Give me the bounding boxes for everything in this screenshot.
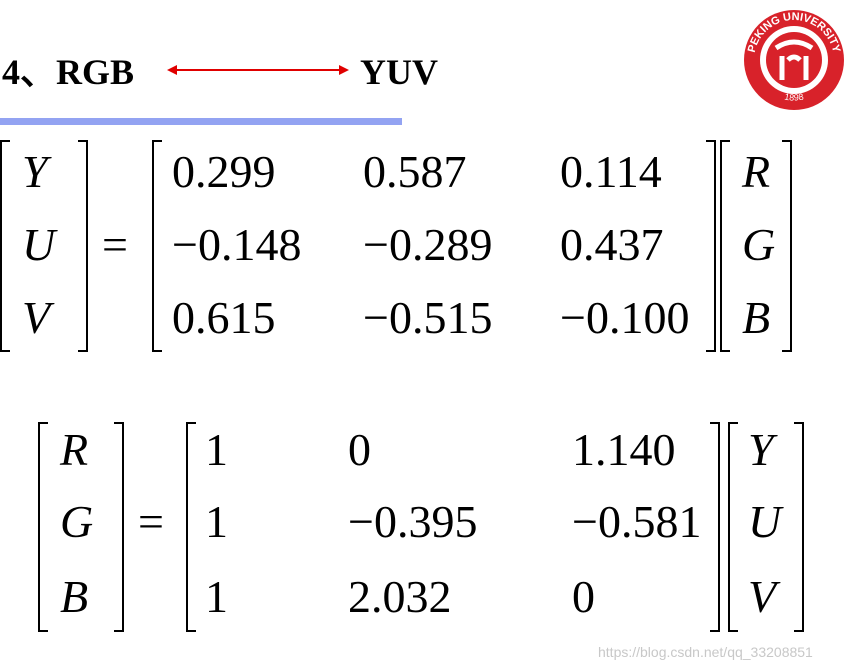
matrix-entry: 0.615 [172, 292, 276, 343]
matrix-entry: 1 [205, 496, 228, 547]
university-logo: PEKING UNIVERSITY 1898 [744, 10, 844, 110]
logo-year: 1898 [784, 92, 805, 103]
bracket [782, 140, 792, 352]
matrix-entry: −0.581 [572, 496, 702, 547]
vector-entry: G [60, 496, 94, 547]
matrix-entry: −0.148 [172, 219, 302, 270]
vector-entry: U [22, 219, 56, 270]
matrix-entry: −0.289 [363, 219, 493, 270]
matrix-entry: 0.299 [172, 146, 276, 197]
bracket [38, 422, 48, 632]
bracket [720, 140, 730, 352]
vector-entry: B [742, 292, 771, 343]
header-left: 4、RGB [2, 52, 135, 92]
matrix-entry: 0.114 [560, 146, 662, 197]
header-rule [0, 118, 402, 125]
matrix-entry: 0.437 [560, 219, 664, 270]
bracket [78, 140, 88, 352]
vector-entry: Y [748, 424, 774, 475]
vector-entry: Y [22, 146, 48, 197]
bracket [152, 140, 162, 352]
vector-entry: R [60, 424, 89, 475]
bracket [114, 422, 124, 632]
matrix-entry: 2.032 [348, 571, 452, 622]
vector-entry: V [748, 571, 777, 622]
bracket [728, 422, 738, 632]
matrix-entry: 0 [348, 424, 371, 475]
matrix-entry: 1 [205, 571, 228, 622]
matrix-entry: −0.515 [363, 292, 493, 343]
bracket [794, 422, 804, 632]
matrix-entry: 0 [572, 571, 595, 622]
matrix-entry: −0.395 [348, 496, 478, 547]
vector-entry: V [22, 292, 51, 343]
bracket [706, 140, 716, 352]
matrix-entry: 1.140 [572, 424, 676, 475]
matrix-entry: 1 [205, 424, 228, 475]
equals-sign: = [102, 219, 128, 270]
equals-sign: = [138, 496, 164, 547]
bracket [710, 422, 720, 632]
watermark: https://blog.csdn.net/qq_33208851 [598, 644, 813, 660]
vector-entry: G [742, 219, 776, 270]
bracket [0, 140, 10, 352]
double-arrow [167, 65, 349, 75]
matrix-entry: 0.587 [363, 146, 467, 197]
vector-entry: U [748, 496, 782, 547]
matrix-entry: −0.100 [560, 292, 690, 343]
vector-entry: R [742, 146, 771, 197]
vector-entry: B [60, 571, 89, 622]
header-right: YUV [360, 52, 438, 92]
bracket [186, 422, 196, 632]
